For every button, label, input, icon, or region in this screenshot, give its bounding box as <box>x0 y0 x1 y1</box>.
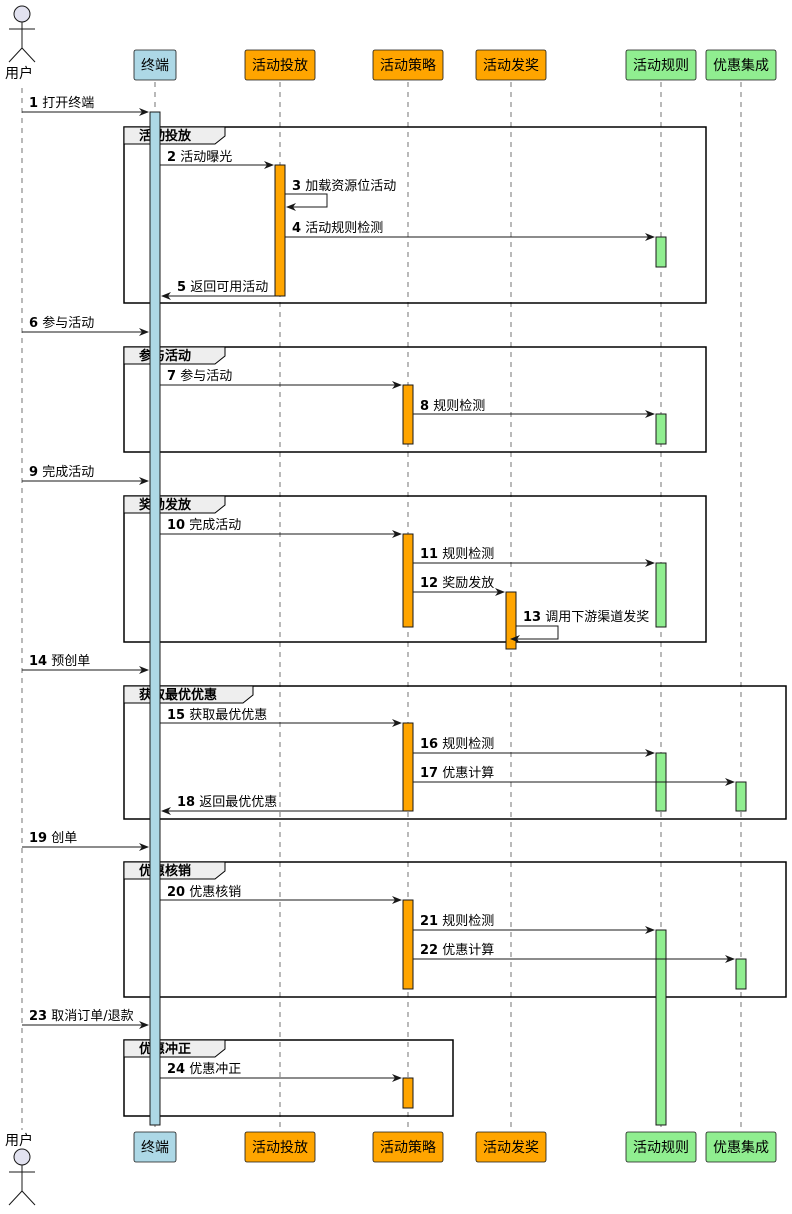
activation-coupon <box>735 958 747 990</box>
frame-title: 奖励发放 <box>139 497 192 513</box>
participant-label: 活动发奖 <box>483 57 539 74</box>
activation-rules <box>655 413 667 445</box>
activation-coupon <box>735 781 747 812</box>
activation-strategy <box>402 533 414 628</box>
activation-rules <box>655 562 667 628</box>
participant-delivery <box>244 49 316 81</box>
participant-rules <box>625 1131 697 1163</box>
activation-strategy <box>402 722 414 812</box>
participant-coupon <box>705 1131 777 1163</box>
activation-delivery <box>274 164 286 297</box>
actor-head <box>13 5 31 23</box>
message-label: 20 优惠核销 <box>167 885 241 900</box>
frame-coupon-reversal: 优惠冲正 <box>123 1039 454 1117</box>
participant-label: 活动规则 <box>633 1140 689 1156</box>
participant-strategy <box>372 1131 444 1163</box>
message-label: 21 规则检测 <box>420 914 494 929</box>
message-arrow <box>285 193 328 211</box>
frame-title: 优惠冲正 <box>139 1041 191 1057</box>
message-label: 19 创单 <box>29 831 77 846</box>
participant-label: 终端 <box>141 1140 169 1156</box>
message-label: 3 加载资源位活动 <box>292 179 396 194</box>
message-label: 13 调用下游渠道发奖 <box>523 609 649 625</box>
frame-join-activity: 参与活动 <box>123 346 707 453</box>
message-label: 22 优惠计算 <box>420 943 494 958</box>
message-label: 10 完成活动 <box>167 518 241 533</box>
participant-boxes-bottom: 终端 活动投放 活动策略 活动发奖 活动规则 优惠集成 <box>133 1131 777 1163</box>
actor-head <box>13 1148 31 1166</box>
message-label: 9 完成活动 <box>29 465 94 480</box>
message-arrow <box>510 625 559 643</box>
activation-rules <box>655 929 667 1126</box>
actor-label: 用户 <box>5 1132 33 1149</box>
participant-strategy <box>372 49 444 81</box>
participant-boxes-top: 终端 活动投放 活动策略 活动发奖 活动规则 优惠集成 <box>133 49 777 81</box>
frame-title: 参与活动 <box>139 348 191 364</box>
message-label: 2 活动曝光 <box>167 150 232 165</box>
activation-strategy <box>402 384 414 445</box>
participant-reward <box>475 1131 547 1163</box>
message-label: 18 返回最优优惠 <box>177 795 277 810</box>
frame-title: 活动投放 <box>139 128 192 144</box>
activation-strategy <box>402 1077 414 1109</box>
actor-label: 用户 <box>5 65 33 82</box>
message-label: 5 返回可用活动 <box>177 280 268 295</box>
message-label: 6 参与活动 <box>29 315 94 331</box>
message-label: 17 优惠计算 <box>420 766 494 781</box>
message-label: 4 活动规则检测 <box>292 221 383 236</box>
message-label: 8 规则检测 <box>420 399 485 414</box>
participant-label: 活动投放 <box>252 58 308 74</box>
message-labels: 1 打开终端 2 活动曝光 3 加载资源位活动 4 活动规则检测 5 返回可用活… <box>29 95 649 1077</box>
message-label: 7 参与活动 <box>167 368 232 384</box>
participant-label: 活动策略 <box>380 1139 436 1156</box>
participant-label: 活动规则 <box>633 58 689 74</box>
message-label: 14 预创单 <box>29 654 90 669</box>
frame-title: 优惠核销 <box>139 863 191 879</box>
message-label: 24 优惠冲正 <box>167 1062 241 1077</box>
lifelines <box>21 82 742 1132</box>
participant-label: 活动发奖 <box>483 1139 539 1156</box>
message-label: 11 规则检测 <box>420 547 494 562</box>
message-label: 12 奖励发放 <box>420 575 494 591</box>
activations <box>149 111 747 1126</box>
participant-label: 活动投放 <box>252 1140 308 1156</box>
participant-reward <box>475 49 547 81</box>
participant-label: 优惠集成 <box>713 1139 769 1156</box>
participant-terminal <box>133 49 177 81</box>
message-label: 15 获取最优优惠 <box>167 708 267 723</box>
message-label: 23 取消订单/退款 <box>29 1009 134 1024</box>
activation-terminal <box>149 111 161 1126</box>
message-arrows <box>22 108 735 1082</box>
participant-label: 活动策略 <box>380 57 436 74</box>
activation-rules <box>655 236 667 268</box>
participant-label: 优惠集成 <box>713 57 769 74</box>
actor-user-top: 用户 <box>5 5 36 82</box>
participant-rules <box>625 49 697 81</box>
message-label: 16 规则检测 <box>420 737 494 752</box>
participant-label: 终端 <box>141 58 169 74</box>
actor-user-bottom: 用户 <box>5 1132 36 1206</box>
activation-reward <box>505 591 517 650</box>
activation-strategy <box>402 899 414 990</box>
participant-terminal <box>133 1131 177 1163</box>
participant-coupon <box>705 49 777 81</box>
message-label: 1 打开终端 <box>29 95 94 111</box>
participant-delivery <box>244 1131 316 1163</box>
